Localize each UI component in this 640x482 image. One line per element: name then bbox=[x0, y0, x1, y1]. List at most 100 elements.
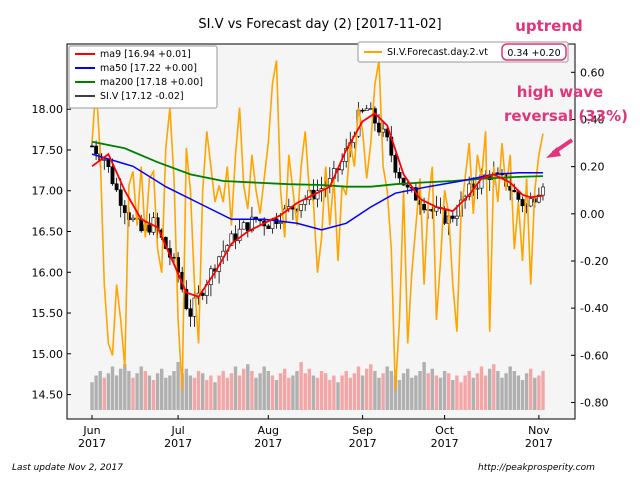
right-tick-label: -0.40 bbox=[580, 302, 608, 315]
candle-body bbox=[405, 184, 410, 188]
volume-bar bbox=[250, 371, 254, 410]
x-tick-month: Nov bbox=[528, 424, 550, 437]
right-tick-label: 0.40 bbox=[580, 113, 605, 126]
volume-bar bbox=[459, 382, 463, 410]
volume-bar bbox=[512, 371, 516, 410]
volume-bar bbox=[299, 362, 303, 410]
volume-bar bbox=[213, 382, 217, 410]
volume-bar bbox=[467, 371, 471, 410]
volume-bar bbox=[254, 377, 258, 410]
candle-body bbox=[536, 194, 541, 203]
candle-body bbox=[184, 288, 189, 310]
volume-bar bbox=[229, 373, 234, 410]
candle-body bbox=[450, 215, 455, 219]
volume-bar bbox=[319, 371, 324, 410]
annotation-uptrend: uptrend bbox=[515, 17, 583, 35]
right-tick-label: -0.80 bbox=[580, 396, 608, 409]
volume-bar bbox=[406, 368, 410, 410]
volume-bar bbox=[258, 373, 262, 410]
candle-body bbox=[147, 224, 152, 233]
candle-body bbox=[241, 222, 246, 230]
forecast-line bbox=[91, 60, 544, 391]
candle-body bbox=[131, 217, 135, 221]
volume-bar bbox=[328, 380, 332, 410]
volume-bar bbox=[377, 377, 381, 410]
volume-bar bbox=[385, 366, 389, 410]
volume-bar bbox=[533, 377, 537, 410]
volume-bar bbox=[209, 375, 213, 410]
x-tick-year: 2017 bbox=[164, 437, 192, 450]
x-tick-month: Jun bbox=[82, 424, 100, 437]
candle-body bbox=[393, 154, 398, 173]
x-tick-year: 2017 bbox=[525, 437, 553, 450]
ma9-line bbox=[91, 112, 544, 298]
volume-bar bbox=[529, 368, 533, 410]
volume-bar bbox=[434, 375, 439, 410]
volume-bar bbox=[201, 373, 205, 410]
volume-bar bbox=[303, 373, 307, 410]
right-tick-label: -0.60 bbox=[580, 349, 608, 362]
volume-bar bbox=[287, 377, 291, 410]
chart-title: SI.V vs Forecast day (2) [2017-11-02] bbox=[198, 17, 441, 32]
candle-body bbox=[422, 204, 427, 211]
volume-bar bbox=[516, 375, 521, 410]
volume-bar bbox=[365, 368, 369, 410]
volume-bar bbox=[332, 375, 336, 410]
candle-body bbox=[110, 166, 115, 185]
legend-ma200-label: ma200 [17.18 +0.00] bbox=[100, 77, 203, 88]
volume-bar bbox=[340, 375, 344, 410]
legend-left: ma9 [16.94 +0.01] ma50 [17.22 +0.00] ma2… bbox=[68, 45, 218, 109]
volume-bar bbox=[369, 364, 373, 410]
volume-bar bbox=[344, 371, 348, 410]
volume-bar bbox=[119, 368, 123, 410]
volume-bar bbox=[291, 375, 295, 410]
volume-bar bbox=[188, 375, 193, 410]
volume-bar bbox=[520, 380, 525, 410]
volume-bar bbox=[311, 375, 316, 410]
left-tick-label: 15.50 bbox=[32, 307, 64, 320]
left-tick-label: 16.50 bbox=[32, 226, 64, 239]
candle-body bbox=[90, 145, 94, 148]
volume-bar bbox=[352, 373, 357, 410]
volume-bar bbox=[147, 375, 152, 410]
volume-bar bbox=[447, 373, 451, 410]
volume-bar bbox=[442, 371, 447, 410]
candle-body bbox=[229, 233, 234, 246]
x-tick-month: Sep bbox=[352, 424, 373, 437]
candle-body bbox=[266, 225, 271, 229]
candle-body bbox=[397, 172, 402, 179]
candle-body bbox=[454, 215, 459, 219]
volume-bar bbox=[221, 371, 225, 410]
left-tick-label: 18.00 bbox=[32, 103, 64, 116]
ma50-line bbox=[91, 153, 543, 231]
candle-body bbox=[368, 108, 373, 110]
candle-body bbox=[512, 189, 517, 193]
volume-bar bbox=[205, 380, 209, 410]
volume-bar bbox=[98, 371, 102, 410]
volume-bar bbox=[381, 373, 385, 410]
volume-bar bbox=[262, 366, 266, 410]
volume-bar bbox=[492, 364, 496, 410]
volume-bar bbox=[451, 380, 455, 410]
volume-bar bbox=[426, 373, 430, 410]
volume-bar bbox=[508, 366, 512, 410]
right-tick-label: 0.00 bbox=[580, 208, 605, 221]
candle-body bbox=[360, 109, 365, 112]
candle-body bbox=[340, 161, 345, 171]
volume-bar bbox=[180, 373, 184, 410]
volume-bar bbox=[217, 375, 221, 410]
volume-bar bbox=[360, 375, 365, 410]
x-tick-month: Oct bbox=[435, 424, 455, 437]
volume-bar bbox=[418, 371, 422, 410]
volume-bar bbox=[500, 377, 504, 410]
candle-body bbox=[122, 205, 127, 213]
volume-bar bbox=[541, 371, 545, 410]
volume-bar bbox=[164, 377, 168, 410]
candle-body bbox=[102, 159, 107, 161]
right-tick-label: 0.60 bbox=[580, 66, 605, 79]
volume-bar bbox=[373, 371, 377, 410]
candle-body bbox=[250, 216, 254, 232]
candle-body bbox=[401, 177, 406, 186]
legend-forecast-value-box bbox=[501, 43, 567, 61]
